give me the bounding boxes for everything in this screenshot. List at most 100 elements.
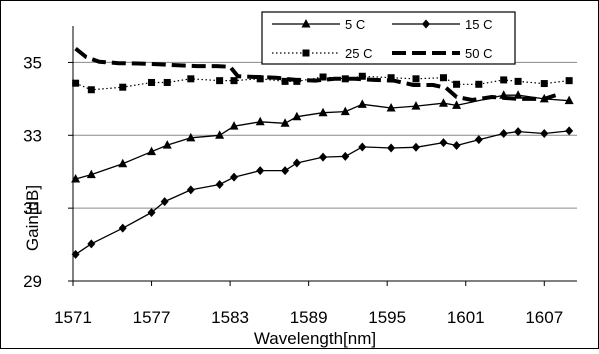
x-axis-ticks: 1571 1577 1583 1589 1595 1601 1607 <box>54 281 563 327</box>
series-1-point-0 <box>71 249 80 259</box>
series-1-point-19 <box>499 128 508 138</box>
series-1-point-13 <box>358 142 367 152</box>
series-2-point-20 <box>514 77 522 85</box>
series-0-point-0 <box>71 174 81 183</box>
y-axis-ticks: 29 31 33 35 <box>23 53 73 291</box>
series-2-point-8 <box>256 75 264 83</box>
series-1-point-18 <box>474 135 483 145</box>
series-0-point-3 <box>147 146 157 156</box>
y-tick-label-2: 33 <box>23 126 42 145</box>
x-tick-label-5: 1601 <box>447 308 485 327</box>
series-0-point-21 <box>564 95 574 105</box>
x-tick-label-3: 1589 <box>290 308 328 327</box>
series-2-point-17 <box>453 80 461 88</box>
series-1-point-10 <box>292 158 301 168</box>
series-2-point-21 <box>540 80 548 88</box>
series-2-point-16 <box>439 74 447 82</box>
series-2-point-18 <box>475 80 483 88</box>
series-2-point-12 <box>341 75 349 83</box>
legend: 5 C 15 C 25 C 50 C <box>261 11 516 65</box>
series-0-point-20 <box>539 93 549 103</box>
series-1-point-16 <box>439 138 448 148</box>
series-0-point-15 <box>411 101 421 110</box>
series-2-point-19 <box>500 76 508 84</box>
y-axis-label: Gain[dB] <box>23 185 42 251</box>
series-1-point-20 <box>514 127 523 137</box>
series-1-point-15 <box>411 142 420 152</box>
legend-marker-1 <box>422 19 430 29</box>
series-0-point-16 <box>438 98 448 107</box>
x-tick-label-0: 1571 <box>54 308 92 327</box>
series-0-point-7 <box>229 121 239 130</box>
series-0-point-1 <box>86 169 96 179</box>
series-2-point-4 <box>163 78 171 86</box>
series-1-point-11 <box>319 152 328 162</box>
series-1-point-2 <box>118 223 127 233</box>
series-2-point-6 <box>216 77 224 85</box>
series-0-point-14 <box>386 102 396 112</box>
series-1-point-17 <box>452 140 461 150</box>
legend-label-0: 5 C <box>345 17 365 32</box>
series-2-point-10 <box>293 77 301 85</box>
series-1 <box>71 126 574 259</box>
legend-marker-2 <box>302 49 310 57</box>
series-2-point-15 <box>412 75 420 83</box>
series-2-point-13 <box>358 72 366 80</box>
series-0-point-8 <box>255 116 265 126</box>
legend-label-3: 50 C <box>465 46 492 61</box>
series-0-point-5 <box>186 132 196 142</box>
series-2-point-11 <box>319 73 327 81</box>
y-tick-label-3: 35 <box>23 53 42 72</box>
series-1-point-4 <box>160 197 169 207</box>
series-1-point-8 <box>256 166 265 176</box>
x-tick-label-2: 1583 <box>211 308 249 327</box>
series-1-point-9 <box>281 166 290 176</box>
series-1-point-5 <box>186 185 195 195</box>
series-3-line <box>74 47 562 102</box>
series-2-line <box>75 75 570 91</box>
series-0 <box>71 90 574 183</box>
x-tick-label-6: 1607 <box>525 308 563 327</box>
series-0-point-18 <box>499 90 509 99</box>
series-1-point-3 <box>147 208 156 218</box>
series-0-point-12 <box>340 106 350 116</box>
series-2-point-2 <box>119 83 127 91</box>
series-2-point-3 <box>148 78 156 86</box>
x-axis-label: Wavelength[nm] <box>254 329 376 348</box>
series-0-point-17 <box>452 100 462 109</box>
series-1-point-12 <box>341 151 350 161</box>
series-0-line <box>75 94 570 180</box>
series-2-point-0 <box>72 79 80 87</box>
series-1-point-7 <box>230 172 239 182</box>
series-2-point-5 <box>187 75 195 83</box>
series-0-point-19 <box>513 90 523 99</box>
series-2 <box>72 72 573 94</box>
series-1-point-6 <box>215 179 224 189</box>
series-0-point-4 <box>162 140 172 149</box>
series-0-point-13 <box>357 99 367 108</box>
x-tick-label-1: 1577 <box>133 308 171 327</box>
series-2-point-9 <box>281 77 289 85</box>
series-1-point-22 <box>565 126 574 136</box>
series-layer <box>71 47 574 259</box>
y-tick-label-0: 29 <box>23 272 42 291</box>
series-0-point-11 <box>318 107 328 117</box>
series-2-point-1 <box>87 86 95 94</box>
legend-marker-0 <box>301 19 311 28</box>
series-0-point-10 <box>292 111 302 121</box>
legend-label-2: 25 C <box>345 46 372 61</box>
legend-label-1: 15 C <box>465 17 492 32</box>
series-0-point-6 <box>215 130 225 139</box>
x-tick-label-4: 1595 <box>368 308 406 327</box>
series-2-point-14 <box>387 74 395 82</box>
series-0-point-2 <box>118 158 128 168</box>
series-2-point-22 <box>565 77 573 85</box>
series-3 <box>74 47 562 102</box>
y-tick-label-1: 31 <box>23 199 42 218</box>
series-1-point-14 <box>387 143 396 153</box>
series-1-point-1 <box>87 239 96 249</box>
series-0-point-9 <box>280 118 290 127</box>
series-1-point-21 <box>540 128 549 138</box>
